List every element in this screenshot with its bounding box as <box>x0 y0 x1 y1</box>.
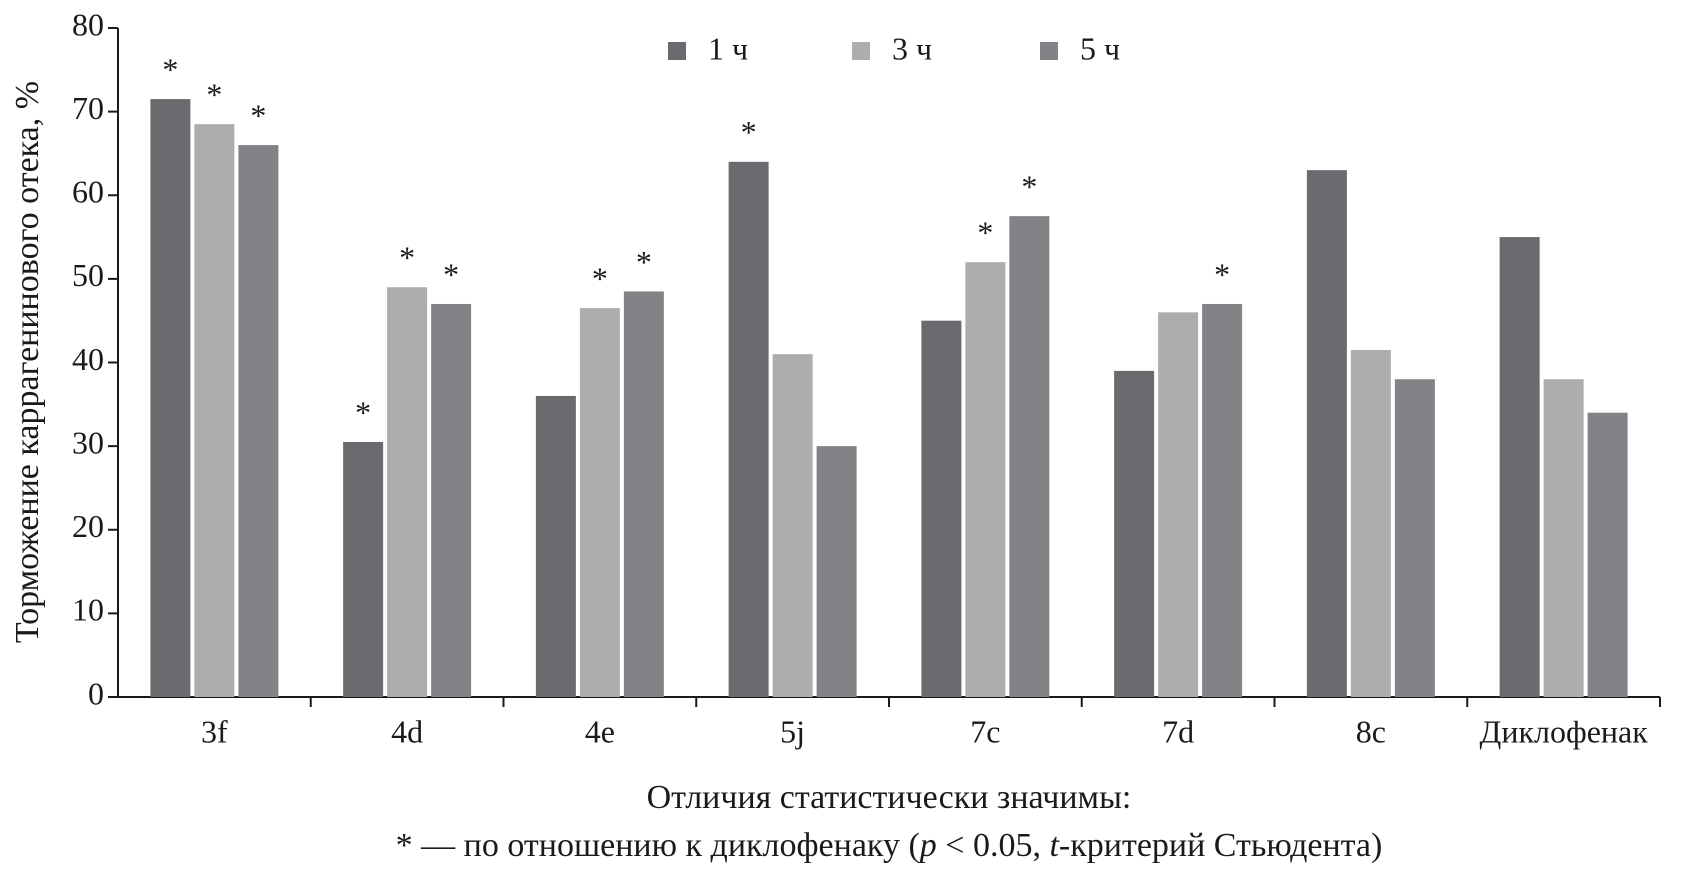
significance-mark: * <box>741 114 757 150</box>
y-axis-title: Торможение каррагенинового отека, % <box>9 81 46 643</box>
significance-mark: * <box>592 260 608 296</box>
legend-swatch <box>668 42 686 60</box>
note-part: < 0.05, <box>937 827 1050 864</box>
x-tick-label: 7d <box>1162 713 1194 749</box>
x-tick-label: Диклофенак <box>1479 713 1648 749</box>
y-tick-label: 20 <box>72 508 104 544</box>
bar <box>623 291 664 697</box>
bar <box>150 99 191 698</box>
note-title: Отличия статистически значимы: <box>647 779 1132 816</box>
bar <box>1350 349 1391 697</box>
x-tick-label: 7c <box>970 713 1000 749</box>
bar <box>1306 170 1347 698</box>
bar <box>1587 412 1628 697</box>
significance-mark: * <box>443 256 459 292</box>
y-tick-label: 10 <box>72 592 104 628</box>
y-tick-label: 70 <box>72 90 104 126</box>
legend-label: 3 ч <box>892 30 932 66</box>
significance-mark: * <box>250 97 266 133</box>
bar <box>579 308 620 697</box>
note-part: * — по отношению к диклофенаку ( <box>396 827 920 864</box>
legend-swatch <box>852 42 870 60</box>
note-part: -критерий Стьюдента) <box>1059 827 1382 864</box>
y-tick-label: 50 <box>72 257 104 293</box>
bar <box>431 303 472 697</box>
y-tick-label: 60 <box>72 174 104 210</box>
bar <box>1114 370 1155 697</box>
significance-mark: * <box>399 240 415 276</box>
bar <box>816 446 857 697</box>
bar <box>1202 303 1243 697</box>
x-tick-label: 8c <box>1356 713 1386 749</box>
note-part: p <box>918 827 937 864</box>
legend-swatch <box>1040 42 1058 60</box>
bar <box>965 262 1006 697</box>
significance-mark: * <box>636 244 652 280</box>
bar <box>194 124 235 697</box>
y-tick-label: 40 <box>72 341 104 377</box>
bar <box>728 161 769 698</box>
note: * — по отношению к диклофенаку (p < 0.05… <box>396 827 1383 864</box>
bar <box>1009 216 1050 697</box>
significance-mark: * <box>355 394 371 430</box>
bar <box>772 354 813 697</box>
bar <box>1158 312 1199 697</box>
bar <box>1499 237 1540 697</box>
bar <box>238 145 279 697</box>
bar <box>921 320 962 697</box>
x-tick-label: 4e <box>585 713 615 749</box>
bar <box>1394 379 1435 697</box>
bar <box>343 441 384 697</box>
significance-mark: * <box>162 51 178 87</box>
significance-mark: * <box>1021 169 1037 205</box>
bar <box>387 287 428 697</box>
legend-label: 1 ч <box>708 30 748 66</box>
x-tick-label: 4d <box>391 713 423 749</box>
x-tick-label: 3f <box>201 713 228 749</box>
significance-mark: * <box>977 214 993 250</box>
bar <box>535 395 576 697</box>
significance-mark: * <box>1214 256 1230 292</box>
note-part: t <box>1049 827 1060 864</box>
y-tick-label: 80 <box>72 6 104 42</box>
legend-label: 5 ч <box>1080 30 1120 66</box>
x-tick-label: 5j <box>780 713 805 749</box>
significance-mark: * <box>206 77 222 113</box>
y-tick-label: 30 <box>72 424 104 460</box>
bar <box>1543 379 1584 697</box>
y-tick-label: 0 <box>88 675 104 711</box>
